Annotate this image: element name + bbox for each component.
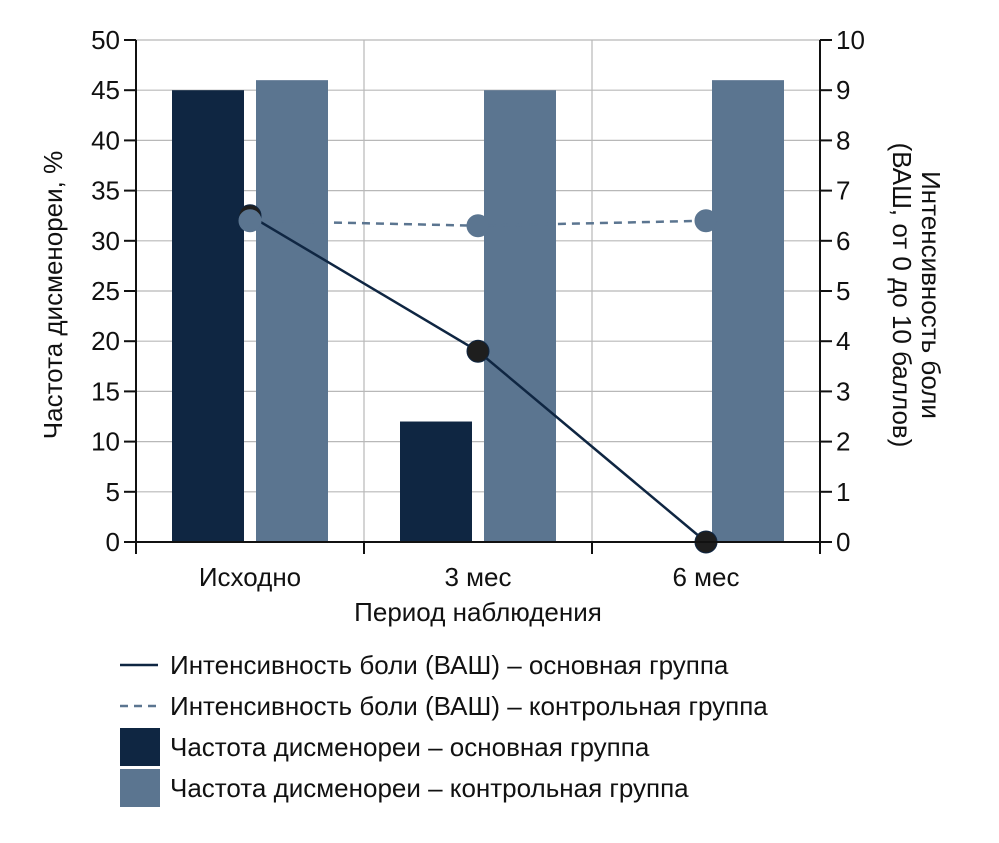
bars-group <box>172 80 784 542</box>
x-tick-label: Исходно <box>199 562 301 592</box>
x-tick-label: 6 мес <box>672 562 739 592</box>
y2-tick-label: 6 <box>836 226 850 256</box>
bar <box>484 90 556 542</box>
legend-box-swatch <box>120 769 160 807</box>
y-tick-label: 20 <box>91 326 120 356</box>
legend-label: Интенсивность боли (ВАШ) – контрольная г… <box>170 691 768 721</box>
y2-tick-label: 1 <box>836 477 850 507</box>
y-tick-label: 15 <box>91 376 120 406</box>
y2-tick-label: 7 <box>836 176 850 206</box>
y-tick-label: 45 <box>91 75 120 105</box>
data-point <box>466 214 490 238</box>
bar <box>172 90 244 542</box>
y-tick-label: 5 <box>106 477 120 507</box>
lines-group <box>238 204 718 554</box>
y2-tick-label: 5 <box>836 276 850 306</box>
legend: Интенсивность боли (ВАШ) – основная груп… <box>120 650 768 807</box>
data-point <box>466 339 490 363</box>
data-point <box>694 209 718 233</box>
y2-tick-label: 2 <box>836 427 850 457</box>
y-tick-label: 35 <box>91 176 120 206</box>
y-axis-title: Частота дисменореи, % <box>38 151 68 439</box>
y2-axis-title-line2: (ВАШ, от 0 до 10 баллов) <box>887 143 917 448</box>
legend-box-swatch <box>120 728 160 766</box>
data-point <box>238 209 262 233</box>
y2-tick-label: 8 <box>836 125 850 155</box>
bar <box>712 80 784 542</box>
y-tick-label: 0 <box>106 527 120 557</box>
y-tick-label: 50 <box>91 25 120 55</box>
grid-lines <box>136 39 820 542</box>
legend-label: Частота дисменореи – контрольная группа <box>170 773 689 803</box>
bar <box>256 80 328 542</box>
legend-label: Частота дисменореи – основная группа <box>170 732 650 762</box>
y2-tick-label: 9 <box>836 75 850 105</box>
x-axis-title: Период наблюдения <box>354 597 602 627</box>
y2-axis-title-line1: Интенсивность боли <box>916 171 946 419</box>
y-tick-label: 25 <box>91 276 120 306</box>
y-tick-label: 10 <box>91 427 120 457</box>
y-tick-label: 40 <box>91 125 120 155</box>
y2-tick-label: 3 <box>836 376 850 406</box>
y2-tick-label: 0 <box>836 527 850 557</box>
y2-tick-label: 4 <box>836 326 850 356</box>
y2-tick-label: 10 <box>836 25 865 55</box>
bar <box>400 421 472 542</box>
x-tick-label: 3 мес <box>444 562 511 592</box>
legend-label: Интенсивность боли (ВАШ) – основная груп… <box>170 650 729 680</box>
y-tick-label: 30 <box>91 226 120 256</box>
